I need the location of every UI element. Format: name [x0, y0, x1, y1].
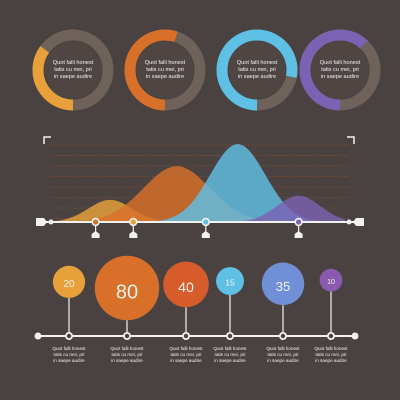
bubble-caption: in saepe audire	[214, 358, 246, 363]
bubble-caption: tatis cu mei, pri	[171, 352, 202, 357]
bracket-top-left	[43, 136, 51, 144]
marker-dot	[296, 219, 302, 225]
area-chart	[36, 136, 364, 238]
marker-2	[129, 217, 138, 238]
bubble-caption: Quot falli honest	[213, 346, 247, 351]
axis-end-dot	[48, 219, 54, 225]
timeline-node-center	[124, 333, 130, 339]
donut-text: Quot falli honest	[320, 60, 361, 66]
donut-text: tatis cu mei, pri	[238, 67, 276, 73]
donut-text: Quot falli honest	[145, 60, 186, 66]
timeline-node-center	[280, 333, 286, 339]
area-series-4	[55, 195, 345, 222]
bracket-top-right	[347, 136, 355, 144]
axis-cap-right	[353, 218, 364, 226]
bubble-caption: tatis cu mei, pri	[268, 352, 299, 357]
bubble-caption: Quot falli honest	[52, 346, 86, 351]
marker-dot	[203, 219, 209, 225]
bubble-caption: Quot falli honest	[169, 346, 203, 351]
bubble-circle	[261, 262, 305, 306]
bubble-caption: tatis cu mei, pri	[112, 352, 143, 357]
donut-text: in saepe audire	[321, 74, 359, 80]
timeline-node-center	[66, 333, 72, 339]
bubble-caption: Quot falli honest	[110, 346, 144, 351]
bubble-value: 40	[178, 279, 194, 295]
timeline-node-center	[328, 333, 334, 339]
bubble-value: 10	[327, 279, 335, 286]
donut-text: tatis cu mei, pri	[54, 67, 92, 73]
bubble-caption: in saepe audire	[315, 358, 347, 363]
timeline-node-center	[227, 333, 233, 339]
bubble-caption: in saepe audire	[111, 358, 143, 363]
marker-1	[91, 217, 100, 238]
bubble-caption: tatis cu mei, pri	[54, 352, 85, 357]
bubble-caption: tatis cu mei, pri	[215, 352, 246, 357]
area-series-3	[55, 144, 345, 222]
frame-brackets	[43, 136, 355, 144]
donut-progress-arc	[32, 29, 114, 111]
axis-end-dot	[346, 219, 352, 225]
bubble-caption: Quot falli honest	[266, 346, 300, 351]
donut-text: tatis cu mei, pri	[321, 67, 359, 73]
donut-center	[228, 41, 286, 99]
marker-dot	[130, 219, 136, 225]
timeline-node-center	[183, 333, 189, 339]
bubble-caption: Quot falli honest	[314, 346, 348, 351]
bubble-value: 20	[63, 279, 75, 290]
timeline-end-dot	[351, 332, 359, 340]
donut-text: in saepe audire	[54, 74, 92, 80]
marker-pin	[91, 231, 100, 238]
bubble-circle	[52, 265, 86, 298]
marker-pin	[294, 231, 303, 238]
axis-cap-left	[36, 218, 47, 226]
bubble-caption: tatis cu mei, pri	[316, 352, 347, 357]
marker-pin	[201, 231, 210, 238]
bubble-value: 80	[116, 282, 138, 304]
donut-center	[311, 41, 369, 99]
donut-text: in saepe audire	[146, 74, 184, 80]
donut-progress-arc	[299, 29, 381, 111]
marker-4	[294, 217, 303, 238]
bubble-caption: in saepe audire	[267, 358, 299, 363]
donut-text: Quot falli honest	[53, 60, 94, 66]
bubble-circle	[163, 261, 209, 308]
donut-text: tatis cu mei, pri	[146, 67, 184, 73]
donut-center	[136, 41, 194, 99]
marker-pin	[129, 231, 138, 238]
bubble-value: 15	[225, 278, 235, 288]
bubble-caption: in saepe audire	[53, 358, 85, 363]
donut-progress-arc	[216, 29, 298, 111]
bubble-caption: in saepe audire	[170, 358, 202, 363]
timeline-end-dot	[34, 332, 42, 340]
donut-text: Quot falli honest	[237, 60, 278, 66]
bubble-circle	[94, 255, 160, 321]
marker-dot	[93, 219, 99, 225]
donut-center	[44, 41, 102, 99]
bubble-value: 35	[276, 279, 291, 294]
donut-text: in saepe audire	[238, 74, 276, 80]
bubble-circle	[319, 268, 343, 292]
marker-3	[201, 217, 210, 238]
donut-progress-arc	[124, 29, 206, 111]
bubble-circle	[216, 267, 244, 296]
